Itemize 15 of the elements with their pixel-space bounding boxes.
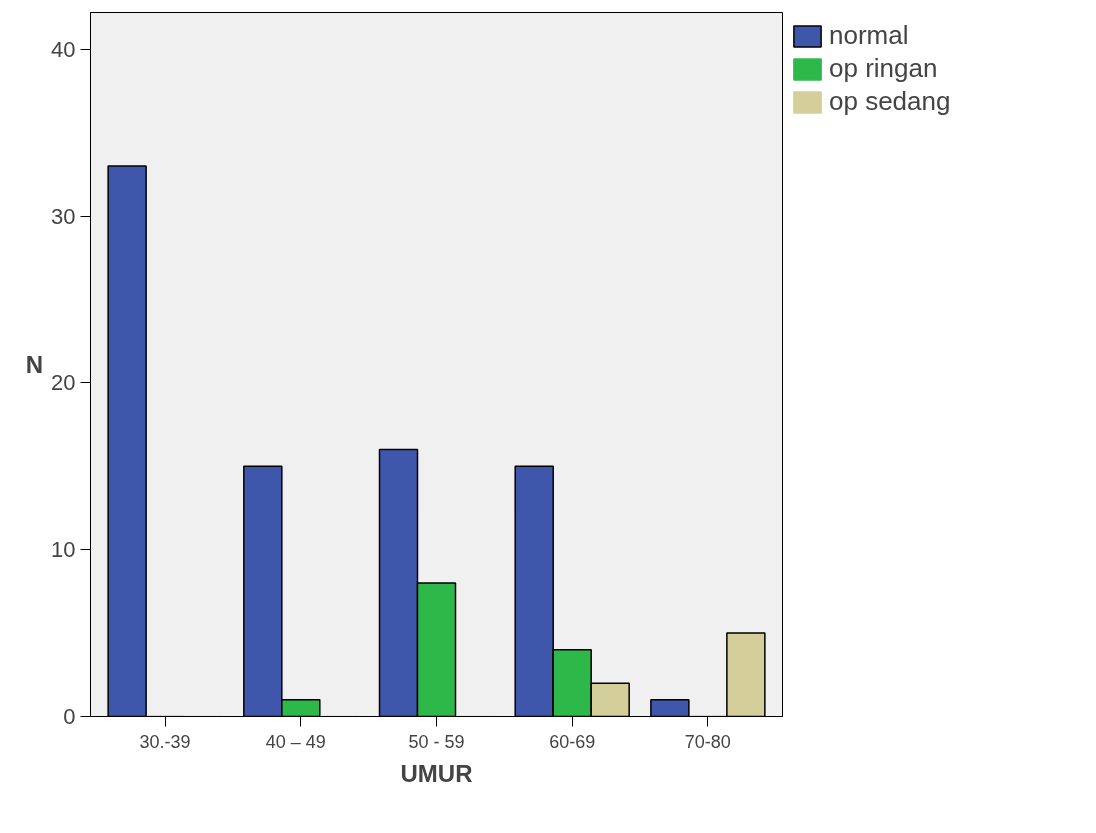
y-tick-label: 20 bbox=[51, 370, 76, 396]
legend-label: op sedang bbox=[829, 86, 951, 117]
y-tick-label: 40 bbox=[51, 36, 76, 62]
x-tick-label: 40 – 49 bbox=[265, 731, 326, 752]
legend-label: normal bbox=[829, 20, 909, 51]
y-tick-label: 10 bbox=[51, 537, 76, 563]
y-tick-label: 30 bbox=[51, 203, 76, 229]
x-tick-label: 70-80 bbox=[684, 731, 731, 752]
x-tick-label: 60-69 bbox=[549, 731, 596, 752]
x-tick-label: 50 - 59 bbox=[408, 731, 465, 752]
x-tick-label: 30.-39 bbox=[139, 731, 191, 752]
y-tick-label: 0 bbox=[63, 704, 76, 729]
y-axis-title: N bbox=[25, 351, 44, 378]
x-axis-title: UMUR bbox=[400, 759, 473, 787]
legend-label: op ringan bbox=[829, 53, 938, 84]
